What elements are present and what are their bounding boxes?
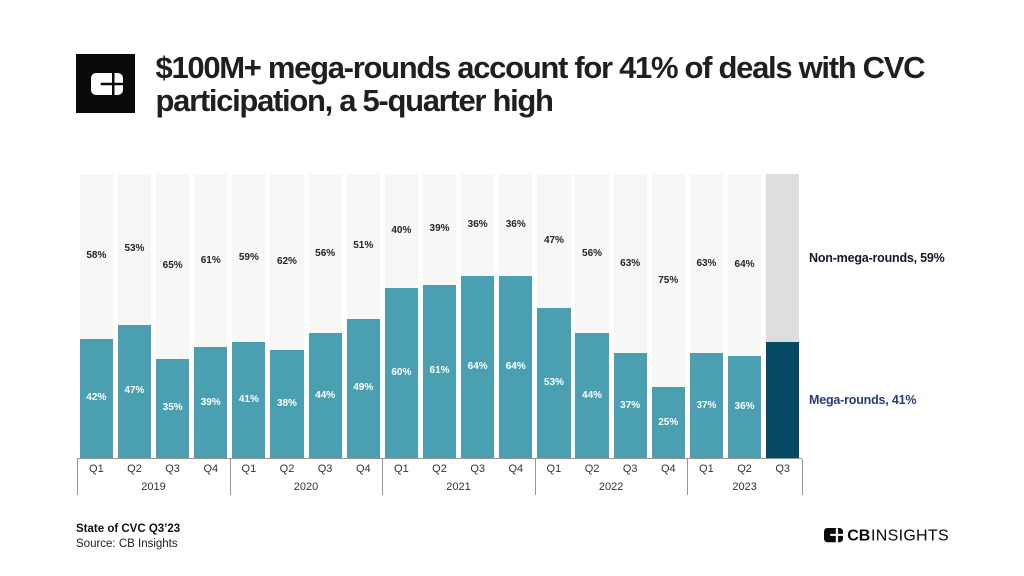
svg-text:INSIGHTS: INSIGHTS	[871, 528, 949, 544]
svg-text:CB: CB	[847, 528, 870, 544]
